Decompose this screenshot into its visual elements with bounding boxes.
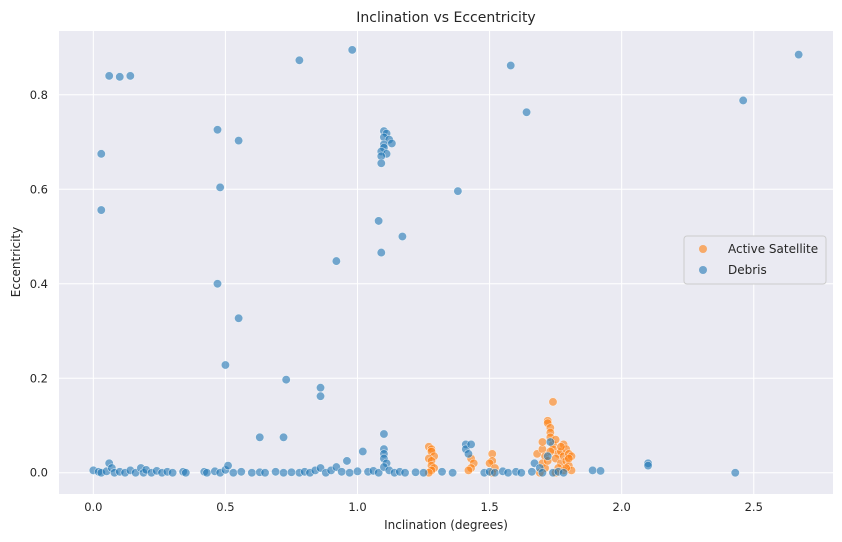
debris-point [503, 468, 513, 478]
debris-point [411, 467, 421, 477]
series-active-satellite [424, 397, 576, 478]
debris-point [271, 467, 281, 477]
x-axis-label: Inclination (degrees) [384, 518, 508, 532]
debris-point [212, 125, 222, 135]
legend-label-active: Active Satellite [728, 242, 818, 256]
debris-point [202, 468, 212, 478]
y-tick-label: 0.0 [30, 466, 48, 480]
debris-point [545, 437, 555, 447]
y-tick-label: 0.2 [30, 371, 48, 385]
debris-point [281, 375, 291, 385]
x-tick-labels: 0.0 0.5 1.0 1.5 2.0 2.5 [84, 500, 763, 514]
debris-point [516, 468, 526, 478]
y-tick-labels: 0.0 0.2 0.4 0.6 0.8 [30, 88, 48, 480]
debris-point [643, 461, 653, 471]
legend: Active Satellite Debris [683, 235, 827, 285]
chart-title: Inclination vs Eccentricity [356, 10, 535, 26]
debris-point [236, 467, 246, 477]
debris-point [527, 467, 537, 477]
debris-point [387, 138, 397, 148]
y-tick-label: 0.8 [30, 88, 48, 102]
active-satellite-point [537, 437, 547, 447]
debris-point [234, 313, 244, 323]
debris-point [794, 50, 804, 60]
x-tick-label: 1.5 [480, 500, 498, 514]
x-tick-label: 0.5 [216, 500, 234, 514]
debris-point [466, 439, 476, 449]
debris-point [331, 256, 341, 266]
debris-point [379, 429, 389, 439]
debris-point [316, 391, 326, 401]
debris-point [294, 55, 304, 65]
debris-point [279, 432, 289, 442]
debris-point [537, 468, 547, 478]
debris-point [337, 467, 347, 477]
debris-point [730, 468, 740, 478]
active-satellite-point [556, 442, 566, 452]
debris-point [596, 466, 606, 476]
x-tick-label: 2.0 [613, 500, 631, 514]
debris-point [342, 456, 352, 466]
debris-point [358, 446, 368, 456]
debris-point [400, 468, 410, 478]
debris-point [738, 95, 748, 105]
debris-point [96, 149, 106, 159]
debris-point [374, 216, 384, 226]
debris-point [96, 205, 106, 215]
legend-marker-active [699, 245, 707, 253]
x-tick-label: 2.5 [745, 500, 763, 514]
debris-point [181, 468, 191, 478]
debris-point [168, 468, 178, 478]
debris-point [463, 449, 473, 459]
debris-point [286, 467, 296, 477]
debris-point [316, 383, 326, 393]
debris-point [522, 107, 532, 117]
debris-point [353, 466, 363, 476]
debris-point [223, 461, 233, 471]
debris-point [490, 468, 500, 478]
debris-point [588, 465, 598, 475]
y-axis-label: Eccentricity [9, 227, 23, 297]
series-debris [88, 45, 804, 478]
debris-point [212, 279, 222, 289]
debris-point [374, 468, 384, 478]
debris-point [255, 432, 265, 442]
debris-point [215, 182, 225, 192]
debris-point [448, 468, 458, 478]
legend-label-debris: Debris [728, 263, 767, 277]
legend-box [683, 235, 827, 285]
debris-point [220, 360, 230, 370]
debris-point [115, 72, 125, 82]
y-tick-label: 0.6 [30, 182, 48, 196]
debris-point [376, 248, 386, 258]
x-tick-label: 0.0 [84, 500, 102, 514]
active-satellite-point [463, 465, 473, 475]
debris-point [125, 71, 135, 81]
debris-point [279, 468, 289, 478]
active-satellite-point [564, 454, 574, 464]
debris-point [234, 136, 244, 146]
debris-point [347, 45, 357, 55]
debris-point [376, 158, 386, 168]
debris-point [437, 467, 447, 477]
debris-point [345, 468, 355, 478]
debris-point [247, 468, 257, 478]
debris-point [419, 468, 429, 478]
debris-point [228, 468, 238, 478]
debris-point [260, 468, 270, 478]
y-tick-label: 0.4 [30, 277, 48, 291]
debris-point [397, 232, 407, 242]
debris-point [559, 468, 569, 478]
grid [59, 31, 833, 494]
x-tick-label: 1.0 [348, 500, 366, 514]
debris-point [506, 60, 516, 70]
active-satellite-point [548, 397, 558, 407]
legend-marker-debris [699, 266, 707, 274]
debris-point [543, 451, 553, 461]
debris-point [104, 71, 114, 81]
debris-point [453, 186, 463, 196]
